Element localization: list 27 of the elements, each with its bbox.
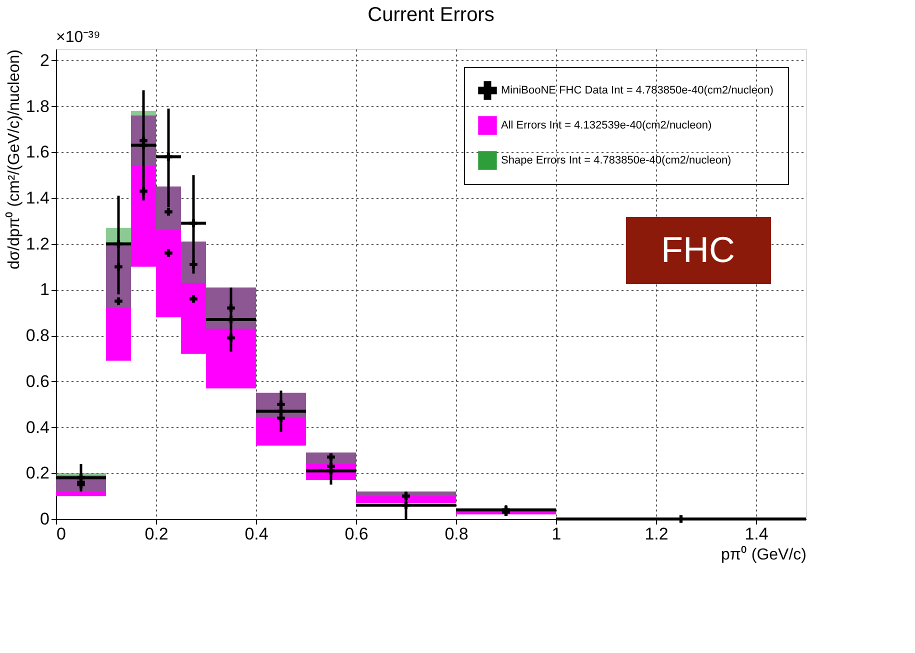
y-tick-label: 1.8: [26, 96, 50, 116]
y-axis-title: dσ/dpπ⁰ (cm²/(GeV/c)/nucleon): [4, 50, 23, 270]
legend-label: All Errors Int = 4.132539e-40(cm2/nucleon): [501, 120, 712, 132]
text: ×10⁻³⁹: [56, 29, 100, 46]
y-tick-label: 1.2: [26, 234, 50, 254]
y-tick-label: 0: [40, 510, 50, 528]
y-tick-label: 0.6: [26, 372, 50, 391]
x-tick-label: 0.4: [244, 524, 268, 544]
annotation: FHC: [661, 229, 735, 270]
y-tick-label: 0.8: [26, 326, 50, 346]
x-tick-label: 0.2: [144, 524, 168, 544]
x-tick-label: 0: [56, 524, 66, 544]
chart-title: Current Errors: [368, 4, 494, 26]
y-tick-label: 0.4: [26, 418, 50, 437]
y-tick-label: 1.4: [26, 188, 50, 208]
legend-label: MiniBooNE FHC Data Int = 4.783850e-40(cm2/nucleon): [501, 84, 774, 96]
y-tick-label: 1: [40, 280, 50, 300]
x-tick-label: 0.6: [344, 524, 368, 544]
y-tick-label: 2: [40, 50, 50, 70]
x-tick-label: 1.4: [744, 524, 768, 544]
x-tick-label: 1.2: [644, 524, 668, 544]
y-tick-label: 1.6: [26, 142, 50, 162]
legend-label: Shape Errors Int = 4.783850e-40(cm2/nucleon): [501, 154, 732, 166]
x-tick-label: 0.8: [444, 524, 468, 544]
x-axis-title: pπ⁰ (GeV/c): [721, 546, 806, 564]
y-tick-label: 0.2: [26, 464, 50, 483]
x-tick-label: 1: [552, 524, 562, 544]
